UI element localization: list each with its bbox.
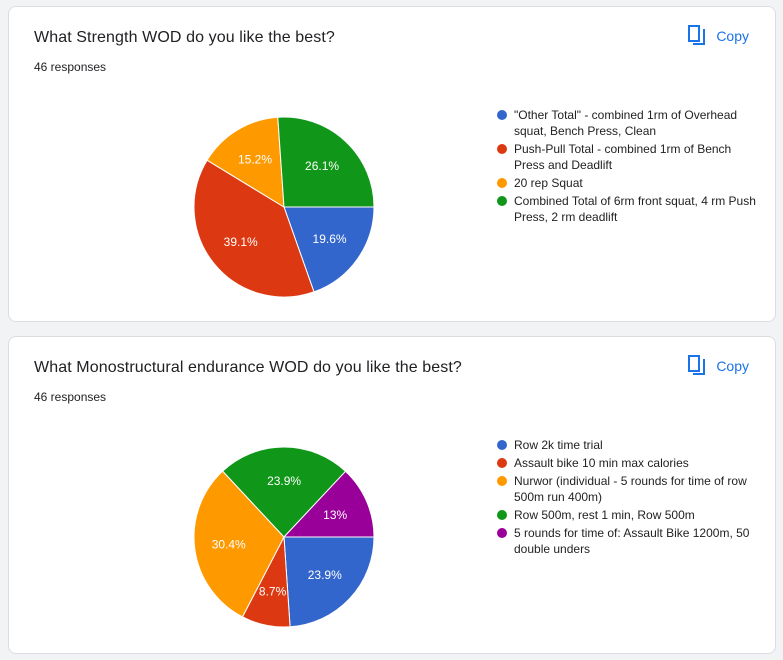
question-title: What Monostructural endurance WOD do you… [34,359,462,376]
legend-item[interactable]: 20 rep Squat [497,175,757,191]
legend-swatch [497,110,507,120]
slice-label: 30.4% [212,538,246,552]
legend-item[interactable]: 5 rounds for time of: Assault Bike 1200m… [497,525,757,557]
legend-swatch [497,178,507,188]
chart-legend: "Other Total" - combined 1rm of Overhead… [497,107,757,227]
legend-item[interactable]: Nurwor (individual - 5 rounds for time o… [497,473,757,505]
pie-slice[interactable] [193,470,285,618]
legend-label: 5 rounds for time of: Assault Bike 1200m… [514,526,750,556]
legend-swatch [497,510,507,520]
legend-swatch [497,196,507,206]
legend-swatch [497,144,507,154]
legend-swatch [497,476,507,486]
legend-swatch [497,528,507,538]
copy-button[interactable]: Copy [688,355,749,376]
chart-legend: Row 2k time trial Assault bike 10 min max… [497,437,757,559]
copy-button[interactable]: Copy [688,25,749,46]
legend-swatch [497,458,507,468]
question-title: What Strength WOD do you like the best? [34,29,335,46]
pie-slice[interactable] [283,536,375,628]
slice-label: 15.2% [238,152,272,166]
slice-label: 19.6% [313,232,347,246]
pie-chart: 19.6% 39.1% 15.2% 26.1% [193,116,375,298]
slice-label: 13% [323,508,347,522]
slice-label: 39.1% [224,235,258,249]
copy-label: Copy [716,27,749,44]
legend-label: Assault bike 10 min max calories [514,456,689,470]
legend-item[interactable]: Combined Total of 6rm front squat, 4 rm … [497,193,757,225]
legend-label: Row 2k time trial [514,438,603,452]
question-card: What Monostructural endurance WOD do you… [8,336,776,654]
slice-label: 23.9% [308,568,342,582]
legend-label: "Other Total" - combined 1rm of Overhead… [514,108,738,138]
copy-icon [688,25,706,46]
legend-label: Row 500m, rest 1 min, Row 500m [514,508,695,522]
legend-item[interactable]: Row 500m, rest 1 min, Row 500m [497,507,757,523]
slice-label: 26.1% [305,159,339,173]
response-count: 46 responses [34,60,107,74]
slice-label: 8.7% [259,585,287,599]
legend-item[interactable]: Push-Pull Total - combined 1rm of Bench … [497,141,757,173]
copy-label: Copy [716,357,749,374]
question-card: What Strength WOD do you like the best? … [8,6,776,322]
legend-label: 20 rep Squat [514,176,583,190]
legend-item[interactable]: Row 2k time trial [497,437,757,453]
slice-label: 23.9% [267,474,301,488]
legend-item[interactable]: "Other Total" - combined 1rm of Overhead… [497,107,757,139]
legend-item[interactable]: Assault bike 10 min max calories [497,455,757,471]
pie-slice[interactable] [193,159,315,298]
legend-label: Nurwor (individual - 5 rounds for time o… [514,474,747,504]
copy-icon [688,355,706,376]
response-count: 46 responses [34,390,107,404]
legend-label: Combined Total of 6rm front squat, 4 rm … [514,194,756,224]
legend-swatch [497,440,507,450]
pie-slice[interactable] [221,446,347,538]
legend-label: Push-Pull Total - combined 1rm of Bench … [514,142,732,172]
pie-slice[interactable] [282,470,375,538]
pie-slice[interactable] [277,116,375,208]
pie-slice[interactable] [206,116,285,208]
pie-chart: 23.9% 8.7% 30.4% 23.9% 13% [193,446,375,628]
